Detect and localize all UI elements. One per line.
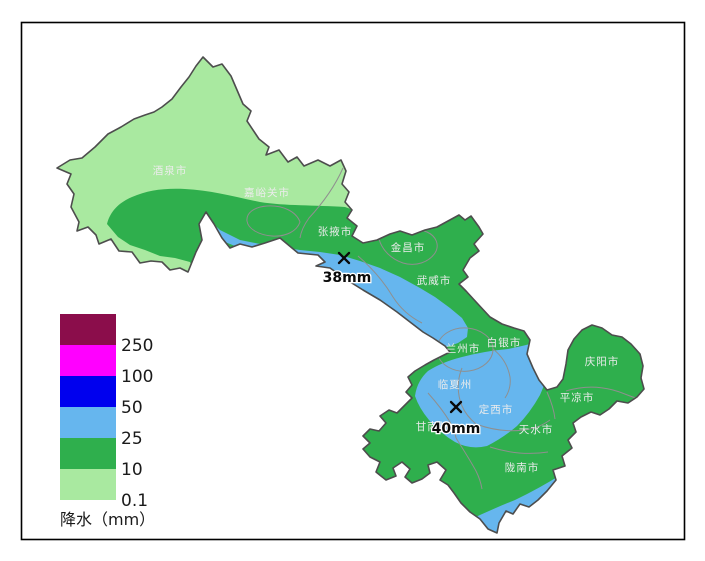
station-annotations: 38mm 40mm xyxy=(321,251,482,438)
region-label-zhangye: 张掖市 xyxy=(318,225,353,238)
region-label-gannan: 甘南州 xyxy=(416,420,451,433)
boundary-zhangye-wuwei xyxy=(357,255,423,324)
station-value-label: 40mm xyxy=(432,421,481,437)
legend-value-50: 50 xyxy=(121,398,143,418)
boundary-baiyin-dingxi xyxy=(492,348,511,399)
region-label-linxia: 临夏州 xyxy=(438,378,473,391)
boundary-pingliang-dingxi xyxy=(546,391,556,420)
boundary-dingxi-tianshui xyxy=(475,419,551,432)
legend-value-100: 100 xyxy=(121,367,153,387)
legend-swatch-250 xyxy=(60,314,116,345)
region-label-baiyin: 白银市 xyxy=(487,336,522,349)
figure-frame xyxy=(20,21,686,541)
station-x-marker xyxy=(337,251,351,265)
region-label-jinchang: 金昌市 xyxy=(391,241,426,254)
region-label-lanzhou: 兰州市 xyxy=(446,342,481,355)
boundary-linxia-dingxi xyxy=(457,367,477,425)
legend-swatch-0-1 xyxy=(60,469,116,500)
region-label-tianshui: 天水市 xyxy=(519,423,554,436)
legend: 250 100 50 25 10 0.1 降水（mm） xyxy=(60,314,155,529)
boundary-gannan-longnan xyxy=(455,437,483,490)
region-label-jiuquan: 酒泉市 xyxy=(153,164,188,177)
region-label-qingyang: 庆阳市 xyxy=(585,355,620,368)
station-x-marker xyxy=(449,400,463,414)
legend-value-250: 250 xyxy=(121,336,153,356)
station-40mm: 40mm xyxy=(430,400,482,438)
region-labels: 酒泉市 嘉峪关市 张掖市 金昌市 武威市 兰州市 白银市 临夏州 定西市 天水市… xyxy=(153,164,620,474)
legend-value-10: 10 xyxy=(121,460,143,480)
legend-swatch-50 xyxy=(60,376,116,407)
legend-swatch-25 xyxy=(60,407,116,438)
region-label-wuwei: 武威市 xyxy=(417,274,452,287)
boundary-linxia-gannan xyxy=(427,392,457,439)
station-38mm: 38mm xyxy=(321,251,373,287)
boundary-jiuquan-zhangye xyxy=(299,167,344,239)
boundary-pingliang-qingyang xyxy=(565,386,637,399)
station-value-label: 38mm xyxy=(323,270,372,286)
legend-value-25: 25 xyxy=(121,429,143,449)
boundary-jiayuguan-enclave xyxy=(246,205,301,237)
region-label-jiayuguan: 嘉峪关市 xyxy=(244,186,290,199)
region-label-dingxi: 定西市 xyxy=(479,403,514,416)
boundary-tianshui-longnan xyxy=(489,446,549,454)
region-label-pingliang: 平凉市 xyxy=(560,391,595,404)
legend-title: 降水（mm） xyxy=(60,510,155,529)
legend-swatch-100 xyxy=(60,345,116,376)
legend-swatch-10 xyxy=(60,438,116,469)
legend-value-0-1: 0.1 xyxy=(121,491,148,511)
region-label-longnan: 陇南市 xyxy=(505,461,540,474)
